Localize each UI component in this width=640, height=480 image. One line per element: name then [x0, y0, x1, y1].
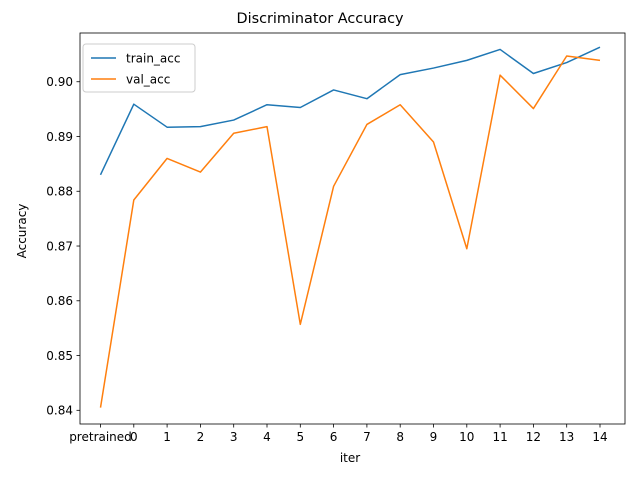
- x-tick-label: 1: [163, 430, 171, 444]
- y-axis-label: Accuracy: [15, 204, 29, 259]
- y-axis: 0.84 0.85 0.86 0.87 0.88 0.89 0.90: [46, 75, 80, 418]
- x-axis-label: iter: [340, 451, 360, 465]
- y-tick-label: 0.87: [46, 239, 73, 253]
- y-tick-label: 0.88: [46, 185, 73, 199]
- legend-label-val_acc: val_acc: [126, 72, 170, 86]
- plot-frame: [79, 32, 626, 425]
- series-line-val_acc: [99, 55, 601, 408]
- x-tick-label: 10: [459, 430, 474, 444]
- plot-area: [79, 32, 626, 425]
- x-tick-label: 11: [492, 430, 507, 444]
- x-tick-label: 4: [263, 430, 271, 444]
- chart-title: Discriminator Accuracy: [237, 11, 404, 27]
- x-tick-label: 3: [230, 430, 238, 444]
- x-tick-label: 5: [296, 430, 304, 444]
- x-tick-label: pretrained: [69, 430, 132, 444]
- x-tick-label: 7: [363, 430, 371, 444]
- y-tick-label: 0.86: [46, 294, 73, 308]
- legend-label-train_acc: train_acc: [126, 51, 180, 65]
- y-tick-label: 0.90: [46, 75, 73, 89]
- legend: train_acc val_acc: [82, 43, 196, 93]
- y-tick-label: 0.85: [46, 349, 73, 363]
- legend-box: [82, 43, 196, 93]
- x-tick-label: 8: [396, 430, 404, 444]
- x-tick-label: 13: [559, 430, 574, 444]
- series-line-train_acc: [99, 46, 601, 176]
- x-tick-label: 12: [526, 430, 541, 444]
- y-tick-label: 0.89: [46, 130, 73, 144]
- x-tick-label: 0: [130, 430, 138, 444]
- y-tick-label: 0.84: [46, 404, 73, 418]
- x-tick-label: 14: [592, 430, 607, 444]
- x-tick-label: 2: [197, 430, 205, 444]
- x-tick-label: 9: [430, 430, 438, 444]
- x-tick-label: 6: [330, 430, 338, 444]
